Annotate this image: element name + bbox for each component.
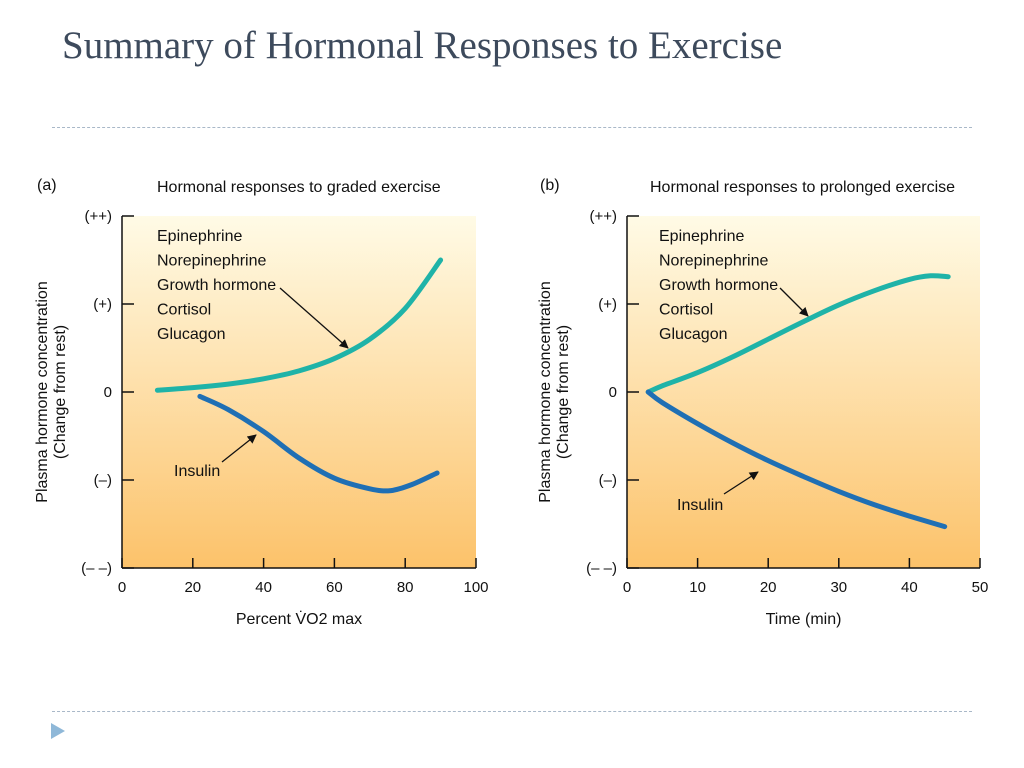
plot-background [122,216,476,568]
panel-prolonged-exercise: (b) Hormonal responses to prolonged exerc… [537,177,988,628]
slide-title: Summary of Hormonal Responses to Exercis… [62,24,783,67]
y-tick-label: (++) [589,208,617,225]
x-tick-label: 60 [326,579,343,596]
hormone-figure: (a) Hormonal responses to graded exercise… [34,177,988,628]
x-tick-label: 20 [760,579,777,596]
x-tick-label: 80 [397,579,414,596]
series-line-insulin [645,389,948,530]
panel-graded-exercise: (a) Hormonal responses to graded exercise… [34,177,489,628]
series-label: Growth hormone [659,277,778,294]
y-tick-label: (– –) [586,560,617,577]
series-label: Glucagon [157,326,226,343]
y-tick-label: (+) [93,296,112,313]
x-tick-label: 0 [623,579,631,596]
x-tick-label: 20 [184,579,201,596]
series-label-insulin: Insulin [174,463,220,480]
y-axis-label-secondary: (Change from rest) [555,325,572,459]
y-tick-label: (–) [94,472,112,489]
chart-title: Hormonal responses to graded exercise [157,179,441,196]
series-label: Norepinephrine [157,253,267,270]
annotation-arrow [779,287,809,317]
y-axis-label-secondary: (Change from rest) [52,325,69,459]
y-tick-label: (–) [599,472,617,489]
x-tick-label: 30 [830,579,847,596]
annotation-arrow [279,287,349,349]
y-tick-label: 0 [609,384,617,401]
y-axis-label: Plasma hormone concentration [537,281,554,502]
annotation-arrow [221,434,257,463]
title-divider [52,127,972,128]
series-label: Epinephrine [157,228,243,245]
x-tick-label: 0 [118,579,126,596]
series-label: Glucagon [659,326,728,343]
x-axis-label: Time (min) [766,611,842,628]
y-axis-label: Plasma hormone concentration [34,281,51,502]
series-label: Norepinephrine [659,253,769,270]
y-tick-label: (– –) [81,560,112,577]
series-label: Growth hormone [157,277,276,294]
x-tick-label: 40 [901,579,918,596]
series-line-hormones-increase [154,257,444,393]
series-label: Cortisol [157,302,211,319]
y-tick-label: 0 [104,384,112,401]
series-label: Epinephrine [659,228,745,245]
triangle-right-icon[interactable] [50,722,66,740]
x-tick-label: 40 [255,579,272,596]
panel-label: (a) [37,177,57,194]
series-label-insulin: Insulin [677,497,723,514]
x-axis-label: Percent V̇O2 max [236,610,362,628]
series-line-insulin [197,393,440,494]
y-tick-label: (+) [598,296,617,313]
y-tick-label: (++) [84,208,112,225]
panel-label: (b) [540,177,560,194]
chart-title: Hormonal responses to prolonged exercise [650,179,955,196]
annotation-arrow [723,471,759,495]
x-tick-label: 50 [972,579,989,596]
footer-divider [52,711,972,712]
series-label: Cortisol [659,302,713,319]
x-tick-label: 100 [463,579,488,596]
series-line-hormones-increase [645,273,951,395]
x-tick-label: 10 [689,579,706,596]
